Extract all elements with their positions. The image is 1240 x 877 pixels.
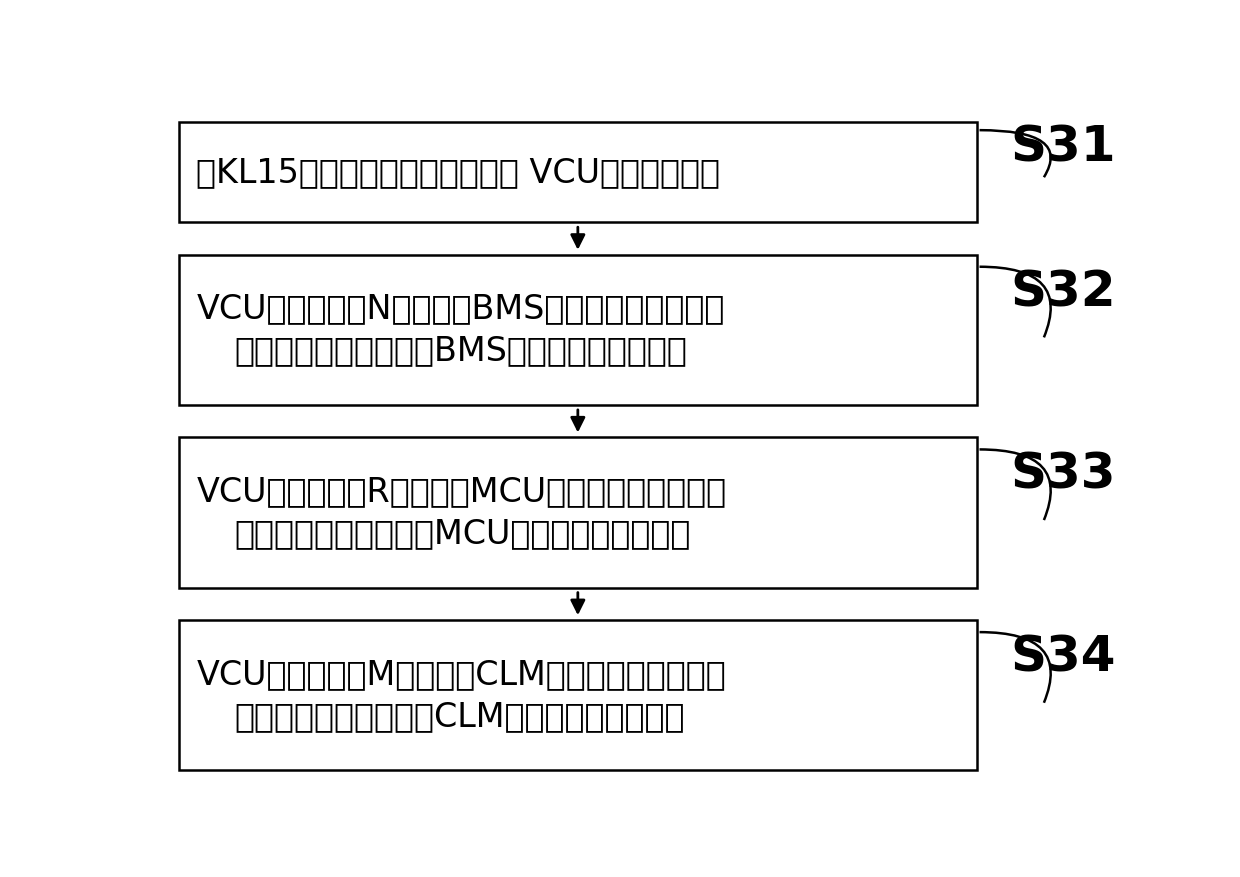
Bar <box>179 254 977 405</box>
Text: VCU控制继电器M闭合，使CLM从睡眠模式进入操作: VCU控制继电器M闭合，使CLM从睡眠模式进入操作 <box>196 658 727 691</box>
Text: S33: S33 <box>1011 451 1116 499</box>
Bar <box>179 438 977 588</box>
Text: 模式，完成自检并接收BMS反馈的操作模式信号: 模式，完成自检并接收BMS反馈的操作模式信号 <box>234 334 688 367</box>
Text: 模式，完成自检并接收MCU反馈的操作模式信号: 模式，完成自检并接收MCU反馈的操作模式信号 <box>234 517 691 550</box>
Text: VCU控制继电器N闭合，使BMS从睡眠模式进入操作: VCU控制继电器N闭合，使BMS从睡眠模式进入操作 <box>196 292 724 325</box>
Text: S34: S34 <box>1011 634 1116 681</box>
Bar <box>179 122 977 223</box>
Text: 模式，完成自检并接收CLM反馈的操作模式信号: 模式，完成自检并接收CLM反馈的操作模式信号 <box>234 700 686 733</box>
Text: VCU控制继电器R闭合，使MCU从睡眠模式进入操作: VCU控制继电器R闭合，使MCU从睡眠模式进入操作 <box>196 475 727 508</box>
Text: S31: S31 <box>1011 123 1116 171</box>
Bar <box>179 620 977 770</box>
Text: 若KL15的激活状态没发生改变， VCU进入操作模式: 若KL15的激活状态没发生改变， VCU进入操作模式 <box>196 156 720 189</box>
Text: S32: S32 <box>1011 268 1116 317</box>
